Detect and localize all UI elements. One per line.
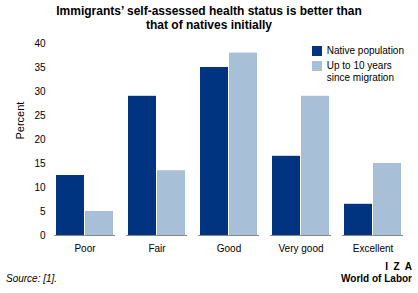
svg-text:Percent: Percent <box>14 101 26 139</box>
svg-text:Good: Good <box>217 242 241 253</box>
html-text:Native population: Native population <box>326 44 404 56</box>
svg-text:10: 10 <box>34 181 46 192</box>
html-text:Up to 10 years since migration: Up to 10 years since migration <box>326 60 394 83</box>
svg-text:Very good: Very good <box>278 242 323 253</box>
svg-text:20: 20 <box>34 133 46 144</box>
svg-text:0: 0 <box>40 229 46 240</box>
svg-text:35: 35 <box>34 61 46 72</box>
svg-text:25: 25 <box>34 109 46 120</box>
svg-text:5: 5 <box>40 205 46 216</box>
html-text:I Z A: I Z A <box>385 260 412 272</box>
svg-text:40: 40 <box>34 37 46 48</box>
svg-text:Fair: Fair <box>148 242 166 253</box>
svg-text:Poor: Poor <box>74 242 96 253</box>
svg-text:Excellent: Excellent <box>353 242 394 253</box>
html-text:World of Labor: World of Labor <box>341 272 412 284</box>
svg-text:15: 15 <box>34 157 46 168</box>
html-text:Immigrants’ self-assessed heal: Immigrants’ self-assessed health status … <box>56 4 362 33</box>
svg-text:30: 30 <box>34 85 46 96</box>
html-text:Source: [1].: Source: [1]. <box>6 272 58 284</box>
